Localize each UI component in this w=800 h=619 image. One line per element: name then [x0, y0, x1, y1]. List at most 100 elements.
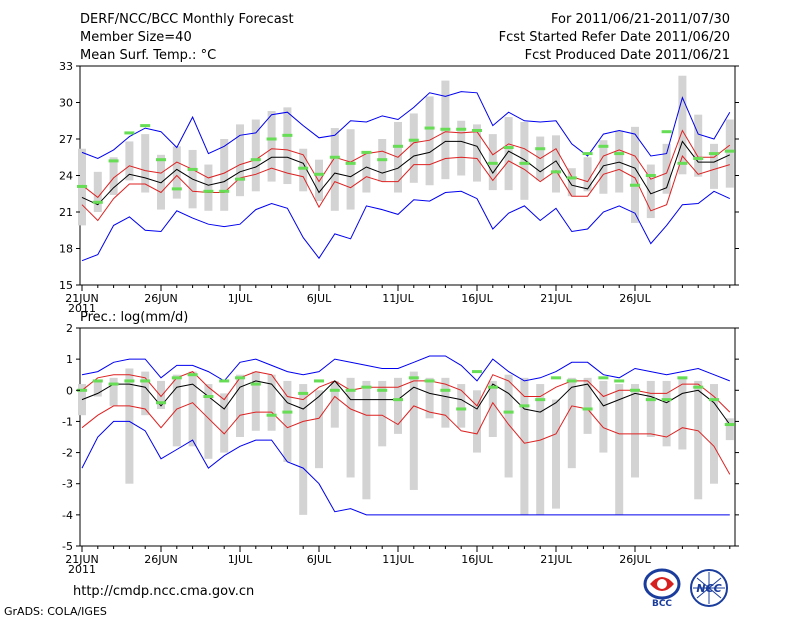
- website-url[interactable]: http://cmdp.ncc.cma.gov.cn: [73, 584, 255, 599]
- observed-marker: [630, 388, 640, 392]
- spread-bar: [646, 164, 655, 219]
- spread-bar: [109, 157, 118, 195]
- observed-marker: [724, 423, 735, 427]
- observed-marker: [661, 130, 672, 134]
- observed-marker: [187, 167, 198, 171]
- observed-marker: [566, 379, 577, 383]
- spread-bar: [473, 390, 481, 453]
- ensemble-mean-line: [81, 140, 731, 206]
- bcc-logo: BCC: [643, 568, 681, 608]
- bcc-logo-ring: [643, 568, 681, 600]
- observed-marker: [456, 127, 467, 131]
- y-tick-label: 33: [59, 60, 73, 73]
- spread-bar: [694, 114, 703, 177]
- x-tick-label: 1JUL: [228, 553, 253, 566]
- observed-marker: [440, 388, 451, 392]
- observed-marker: [250, 382, 261, 386]
- observed-marker: [156, 158, 166, 162]
- spread-bar: [236, 124, 244, 197]
- observed-marker: [298, 391, 309, 395]
- spread-bar: [362, 153, 371, 193]
- spread-bar: [93, 380, 102, 397]
- spread-bar: [567, 168, 576, 197]
- observed-marker: [693, 156, 704, 160]
- spread-bar: [330, 128, 339, 211]
- observed-marker: [282, 410, 293, 414]
- spread-bar: [725, 418, 734, 441]
- observed-marker: [219, 189, 230, 193]
- x-year-label: 2011: [68, 563, 96, 576]
- spread-bar: [236, 374, 244, 437]
- spread-bar: [125, 368, 134, 484]
- x-year-label: 2011: [68, 302, 96, 315]
- observed-marker: [282, 133, 293, 137]
- grads-credit: GrADS: COLA/IGES: [4, 605, 107, 618]
- spread-bar: [204, 164, 213, 211]
- observed-marker: [329, 388, 340, 392]
- observed-marker: [156, 401, 166, 405]
- observed-marker: [393, 398, 403, 402]
- observed-marker: [345, 161, 356, 165]
- observed-marker: [235, 177, 245, 181]
- spread-bar: [109, 377, 118, 406]
- observed-marker: [487, 161, 498, 165]
- spread-bar: [725, 119, 734, 188]
- spread-bar: [710, 384, 718, 484]
- y-tick-label: 1: [66, 353, 73, 366]
- x-tick-label: 26JUN: [144, 292, 178, 305]
- spread-bar: [93, 171, 102, 212]
- spread-bar: [694, 380, 703, 500]
- spread-bar: [78, 384, 86, 416]
- spread-bar: [330, 380, 339, 428]
- observed-marker: [440, 127, 451, 131]
- observed-marker: [266, 413, 277, 417]
- spread-bar: [362, 380, 371, 500]
- observed-marker: [124, 131, 135, 135]
- ensemble-mean-line: [81, 380, 731, 425]
- observed-marker: [456, 407, 467, 411]
- observed-marker: [361, 150, 372, 154]
- x-tick-label: 21JUL: [540, 553, 572, 566]
- spread-bar: [188, 371, 197, 447]
- spread-bar: [267, 374, 276, 431]
- observed-marker: [140, 124, 151, 128]
- observed-marker: [408, 376, 419, 380]
- observed-marker: [661, 398, 672, 402]
- spread-bar: [220, 139, 229, 211]
- observed-marker: [566, 176, 577, 180]
- observed-marker: [77, 388, 87, 392]
- spread-bar: [172, 146, 181, 199]
- spread-bar: [425, 377, 434, 419]
- spread-bar: [710, 143, 718, 189]
- ncc-logo: NCC: [690, 569, 728, 607]
- observed-marker: [108, 159, 119, 163]
- ensemble-max-line: [81, 355, 730, 382]
- spread-bar: [520, 121, 529, 200]
- spread-bar: [536, 384, 545, 515]
- spread-bar: [567, 377, 576, 469]
- observed-marker: [424, 126, 435, 130]
- spread-bar: [346, 129, 355, 210]
- spread-bar: [141, 371, 150, 416]
- observed-marker: [203, 395, 214, 399]
- spread-bar: [662, 380, 671, 447]
- observed-marker: [677, 376, 688, 380]
- spread-bar: [552, 399, 560, 509]
- forecast-period: For 2011/06/21-2011/07/30: [551, 12, 730, 27]
- spread-bar: [599, 380, 608, 453]
- observed-marker: [519, 404, 530, 408]
- y-tick-label: -1: [62, 415, 73, 428]
- observed-marker: [582, 152, 593, 156]
- panel-0: 15 18 21 24 27 30 33 21JUN 26JUN 1JUL 6JUL 11JUL 16J…: [59, 60, 739, 315]
- observed-marker: [329, 155, 340, 159]
- spread-bar: [646, 380, 655, 437]
- spread-bar: [678, 75, 687, 175]
- y-tick-label: 18: [59, 243, 73, 256]
- observed-marker: [266, 137, 277, 141]
- observed-marker: [377, 388, 388, 392]
- spread-bar: [283, 380, 292, 462]
- spread-bar: [425, 96, 434, 186]
- spread-bar: [125, 141, 134, 181]
- observed-marker: [235, 376, 245, 380]
